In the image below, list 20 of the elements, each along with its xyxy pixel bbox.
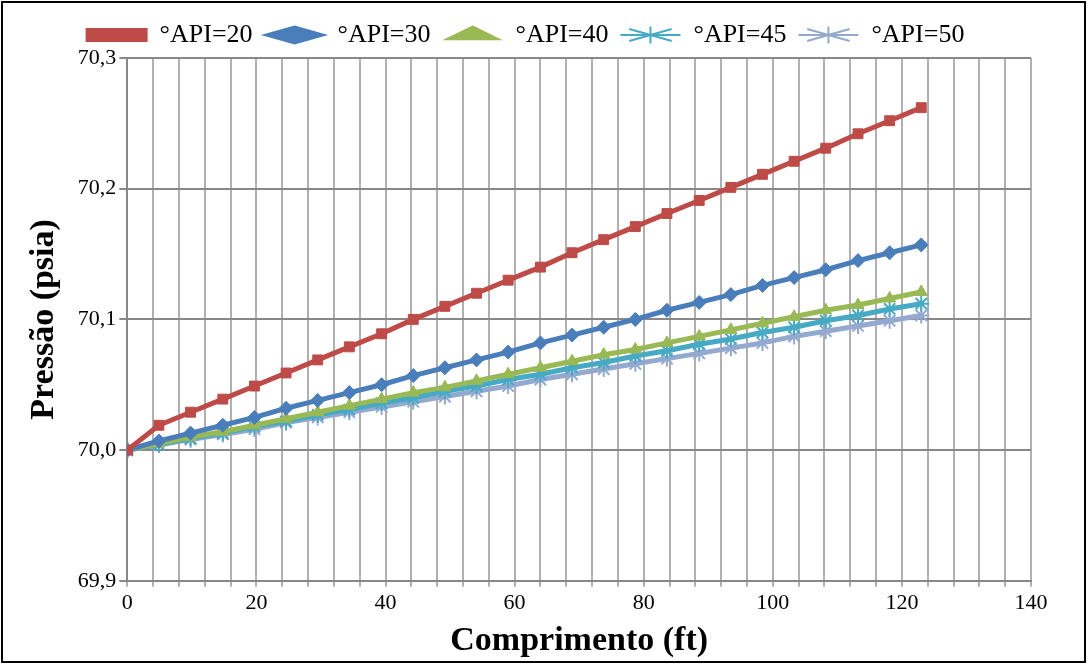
legend-label: °API=20 [159, 18, 253, 48]
x-tick-label: 80 [632, 588, 655, 614]
y-tick-label: 70,3 [77, 43, 117, 69]
y-tick-label: 70,1 [77, 305, 117, 331]
legend-label: °API=50 [871, 18, 965, 48]
y-axis-title: Pressão (psia) [23, 219, 62, 420]
x-tick-label: 20 [245, 588, 268, 614]
y-tick-label: 70,2 [77, 174, 117, 200]
y-tick-label: 69,9 [77, 566, 117, 592]
x-tick-label: 140 [1014, 588, 1048, 614]
x-tick-label: 0 [121, 588, 133, 614]
x-tick-label: 40 [374, 588, 397, 614]
x-tick-label: 120 [885, 588, 919, 614]
legend-label: °API=40 [515, 18, 609, 48]
legend-label: °API=30 [337, 18, 431, 48]
legend-label: °API=45 [693, 18, 787, 48]
x-axis-title: Comprimento (ft) [450, 620, 709, 659]
x-tick-label: 60 [503, 588, 526, 614]
y-tick-label: 70,0 [77, 435, 117, 461]
x-tick-label: 100 [756, 588, 790, 614]
